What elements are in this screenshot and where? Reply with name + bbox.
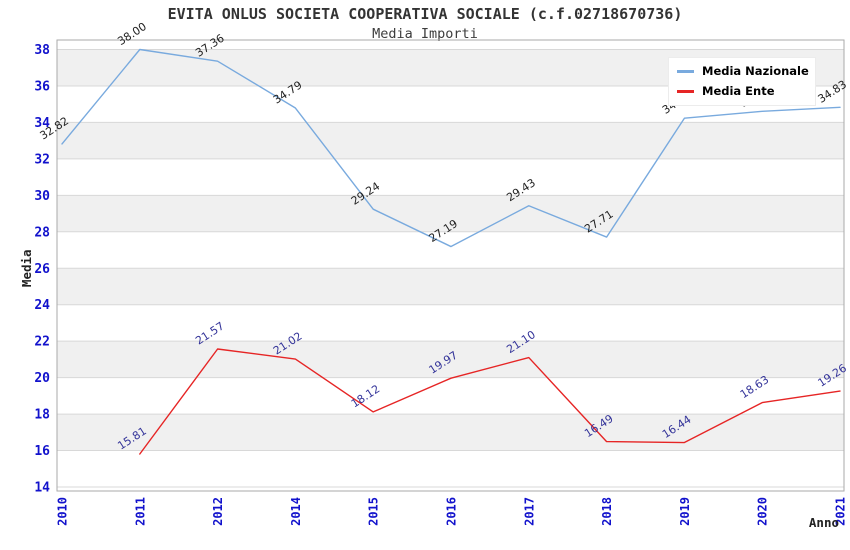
series-line-media-ente xyxy=(139,348,841,455)
x-tick-label: 2014 xyxy=(289,497,303,526)
y-tick-label: 30 xyxy=(34,189,50,204)
grid-band xyxy=(57,122,844,159)
y-tick-label: 18 xyxy=(34,408,50,423)
chart-title: EVITA ONLUS SOCIETA COOPERATIVA SOCIALE … xyxy=(167,5,683,23)
y-tick-label: 16 xyxy=(34,444,50,459)
y-axis-title: Media xyxy=(19,249,34,287)
legend-label-media-ente: Media Ente xyxy=(702,84,775,98)
legend-label-media-nazionale: Media Nazionale xyxy=(702,64,809,78)
grid-band xyxy=(57,341,844,378)
y-tick-label: 22 xyxy=(34,335,50,350)
x-tick-label: 2018 xyxy=(600,497,614,526)
y-tick-label: 28 xyxy=(34,225,50,240)
y-tick-label: 32 xyxy=(34,152,50,167)
y-tick-label: 14 xyxy=(34,481,50,496)
y-tick-label: 38 xyxy=(34,43,50,58)
line-swatch-media-ente xyxy=(677,89,694,93)
series-line-media-nazionale xyxy=(61,48,841,248)
x-axis-title: Anno xyxy=(809,515,839,530)
y-tick-label: 24 xyxy=(34,298,50,313)
legend-item-media-ente: Media Ente xyxy=(677,83,807,99)
x-tick-label: 2016 xyxy=(445,497,459,526)
legend-box: Media Nazionale Media Ente xyxy=(668,57,816,106)
x-tick-label: 2021 xyxy=(834,497,848,526)
grid-band xyxy=(57,268,844,305)
grid-band xyxy=(57,414,844,451)
point-label-media-nazionale: 38.00 xyxy=(115,20,148,48)
chart-subtitle: Media Importi xyxy=(372,26,478,42)
x-tick-label: 2011 xyxy=(133,497,147,526)
x-tick-label: 2012 xyxy=(211,497,225,526)
x-tick-label: 2015 xyxy=(367,497,381,526)
line-swatch-media-nazionale xyxy=(677,69,694,73)
legend-item-media-nazionale: Media Nazionale xyxy=(677,63,809,79)
x-tick-label: 2010 xyxy=(56,497,70,526)
y-tick-label: 20 xyxy=(34,371,50,386)
x-tick-label: 2017 xyxy=(522,497,536,526)
x-tick-label: 2019 xyxy=(678,497,692,526)
y-tick-label: 34 xyxy=(34,116,50,131)
y-tick-label: 26 xyxy=(34,262,50,277)
grid-band xyxy=(57,195,844,232)
plot-border xyxy=(56,39,845,492)
x-tick-label: 2020 xyxy=(756,497,770,526)
y-tick-label: 36 xyxy=(34,79,50,94)
